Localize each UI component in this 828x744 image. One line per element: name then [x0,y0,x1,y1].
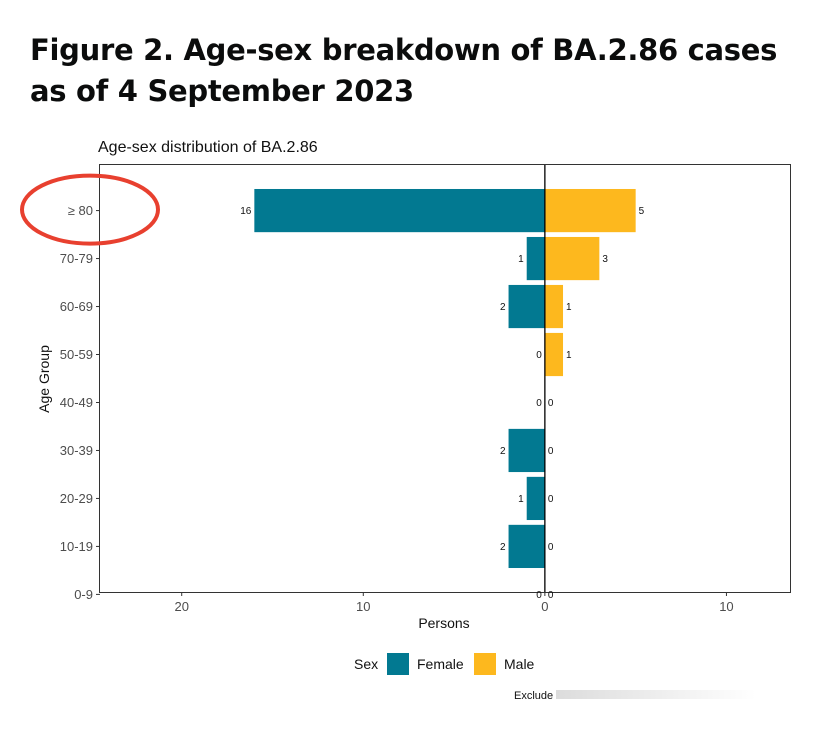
legend-swatch-male [474,653,496,675]
data-label-female: 2 [500,446,506,457]
bar-female [526,476,545,521]
legend: Sex Female Male [354,653,535,675]
y-tick-label: 50-59 [60,347,93,362]
x-tick-label: 10 [719,599,733,614]
y-axis-label: Age Group [36,345,52,413]
data-label-male: 0 [548,590,554,601]
legend-label-female: Female [417,656,464,672]
highlight-circle [20,173,160,246]
bar-male [544,188,636,233]
bar-female [508,284,545,329]
data-label-female: 1 [518,494,524,505]
x-tick-label: 10 [356,599,370,614]
data-label-female: 0 [536,398,542,409]
bar-male [544,332,564,377]
bar-male [544,284,564,329]
y-tick-label: 60-69 [60,299,93,314]
data-label-male: 3 [602,254,608,265]
y-tick-label: 10-19 [60,539,93,554]
data-label-male: 0 [548,494,554,505]
data-label-female: 16 [240,206,252,217]
excluded-note: Exclude [514,690,756,702]
bar-male [544,236,600,281]
bar-female [254,188,545,233]
x-axis-label: Persons [418,615,469,631]
legend-swatch-female [387,653,409,675]
y-tick-label: 70-79 [60,251,93,266]
y-tick-label: 0-9 [74,587,93,602]
data-label-female: 0 [536,350,542,361]
data-label-male: 1 [566,302,572,313]
legend-title: Sex [354,656,378,672]
bar-female [508,524,545,569]
data-label-female: 2 [500,542,506,553]
footnote-fade [556,690,756,699]
bar-female [508,428,545,473]
y-tick-label: 30-39 [60,443,93,458]
plot-panel [99,164,791,593]
data-label-male: 0 [548,398,554,409]
data-label-female: 1 [518,254,524,265]
data-label-male: 1 [566,350,572,361]
data-label-female: 2 [500,302,506,313]
x-tick-label: 0 [541,599,548,614]
legend-label-male: Male [504,656,535,672]
bar-female [526,236,545,281]
data-label-male: 0 [548,542,554,553]
y-tick-label: ≥ 80 [68,203,93,218]
figure-title: Figure 2. Age-sex breakdown of BA.2.86 c… [30,33,778,108]
data-label-female: 0 [536,590,542,601]
footnote-text: Exclude [514,690,553,702]
y-tick-label: 20-29 [60,491,93,506]
data-label-male: 0 [548,446,554,457]
chart-title: Age-sex distribution of BA.2.86 [98,139,318,156]
data-label-male: 5 [639,206,645,217]
y-tick-label: 40-49 [60,395,93,410]
x-tick-label: 20 [174,599,188,614]
